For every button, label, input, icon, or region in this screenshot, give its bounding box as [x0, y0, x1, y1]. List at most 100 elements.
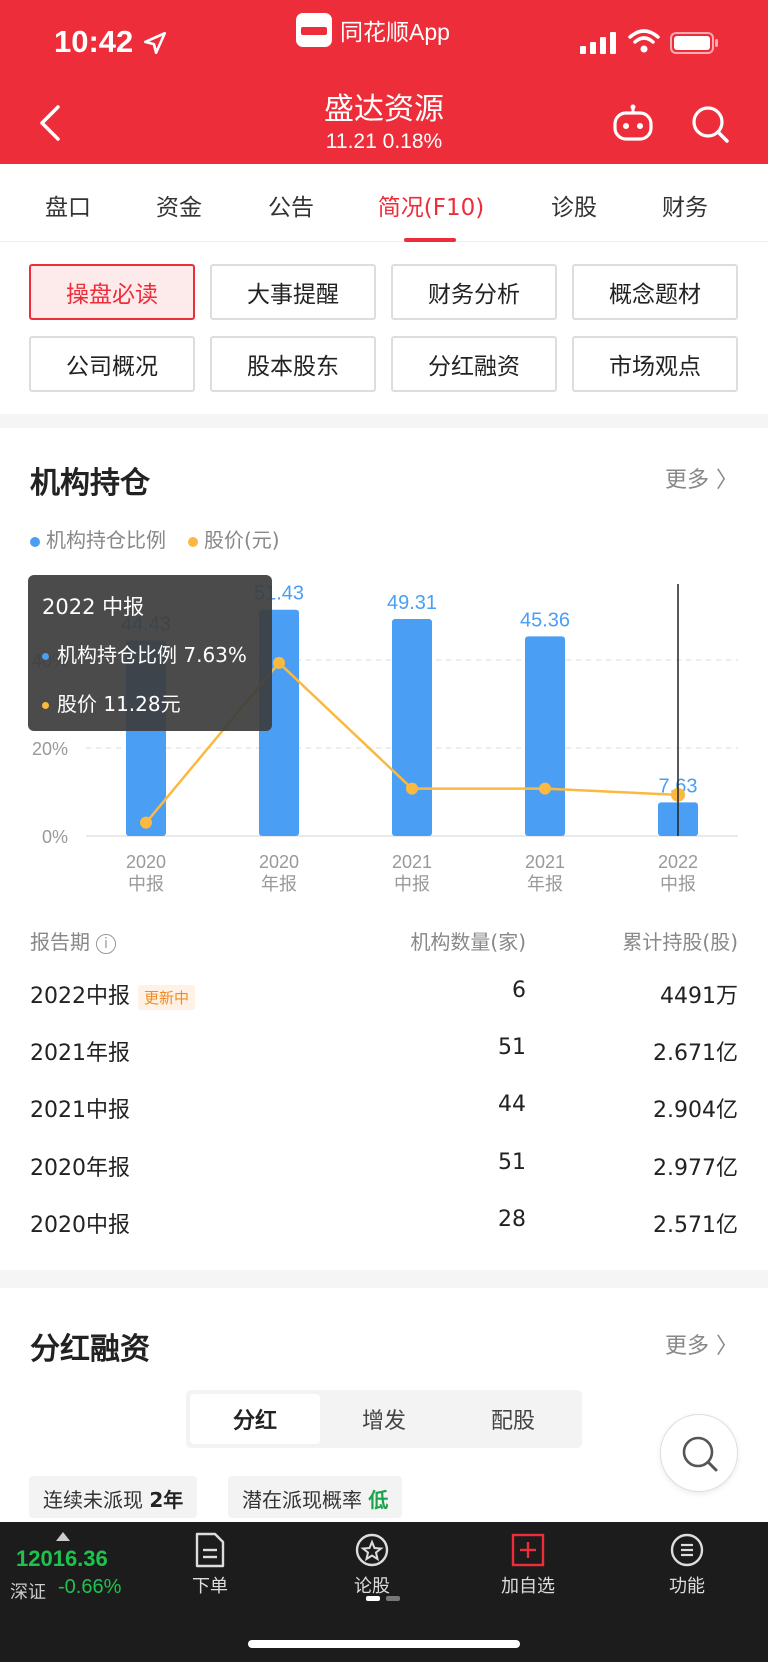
- chip-value: 低: [368, 1488, 389, 1512]
- bottom-nav-bar: 12016.36 深证 -0.66% 下单 论股 加自选 功能: [0, 1522, 768, 1662]
- x-tick-label: 2020: [126, 852, 166, 872]
- btn-event-reminders[interactable]: 大事提醒: [210, 264, 376, 320]
- tooltip-ratio: 机构持仓比例 7.63%: [42, 639, 258, 668]
- segment-dividend[interactable]: 分红: [190, 1394, 320, 1444]
- dividend-financing-section: 分红融资 更多 〉 分红 增发 配股 连续未派现 2年 潜在派现概率 低: [0, 1288, 768, 1522]
- price-subtitle: 11.21 0.18%: [0, 130, 768, 154]
- table-row[interactable]: 2021年报 51 2.671亿: [0, 1025, 768, 1081]
- row-period: 2022中报 更新中: [30, 978, 196, 1010]
- row-period: 2020中报: [30, 1213, 130, 1238]
- period-text: 2022中报: [30, 984, 130, 1009]
- app-name: 同花顺App: [340, 19, 450, 45]
- chip-dividend-probability: 潜在派现概率 低: [228, 1476, 403, 1518]
- tab-handicap[interactable]: 盘口: [45, 195, 91, 221]
- tab-f10-overview[interactable]: 简况(F10): [377, 195, 485, 221]
- btn-concepts[interactable]: 概念题材: [572, 264, 738, 320]
- x-tick-label: 中报: [660, 874, 696, 895]
- legend-ratio: 机构持仓比例: [30, 524, 166, 553]
- price-change: 0.18%: [382, 130, 443, 153]
- btn-shareholders[interactable]: 股本股东: [210, 336, 376, 392]
- document-icon: [195, 1532, 225, 1568]
- legend-ratio-label: 机构持仓比例: [46, 528, 166, 552]
- col-header-period: 报告期 i: [30, 926, 116, 955]
- nav-forum[interactable]: 论股: [327, 1532, 417, 1598]
- bar: [525, 636, 565, 836]
- index-value[interactable]: 12016.36: [16, 1546, 108, 1571]
- app-logo-icon: [296, 13, 332, 47]
- btn-financial-analysis[interactable]: 财务分析: [391, 264, 557, 320]
- tab-finance[interactable]: 财务: [662, 195, 708, 221]
- tooltip-title: 2022 中报: [42, 595, 145, 619]
- index-name: 深证: [10, 1582, 46, 1603]
- x-tick-label: 中报: [128, 874, 164, 895]
- legend-price-label: 股价(元): [204, 528, 280, 552]
- institutional-holdings-section: 机构持仓 更多 〉 机构持仓比例 股价(元) 0%20%40%44.432020…: [0, 428, 768, 1270]
- chart-legend: 机构持仓比例 股价(元): [30, 524, 280, 553]
- current-price: 11.21: [325, 130, 377, 153]
- more-label: 更多: [664, 1334, 709, 1359]
- index-expand-icon[interactable]: [56, 1532, 70, 1541]
- status-time: 10:42: [54, 24, 134, 59]
- x-tick-label: 2021: [392, 852, 432, 872]
- updating-badge: 更新中: [138, 984, 196, 1010]
- y-tick-label: 0%: [42, 827, 68, 847]
- row-shares: 2.904亿: [653, 1098, 738, 1123]
- segment-rights-issue[interactable]: 配股: [490, 1409, 535, 1434]
- tab-diagnosis[interactable]: 诊股: [551, 195, 597, 221]
- floating-search-button[interactable]: [660, 1414, 738, 1492]
- row-count: 51: [498, 1150, 526, 1175]
- location-arrow-icon: [143, 31, 167, 55]
- holdings-more-link[interactable]: 更多 〉: [665, 462, 738, 494]
- row-count: 44: [498, 1092, 526, 1117]
- btn-company-profile[interactable]: 公司概况: [29, 336, 195, 392]
- chip-label: 连续未派现: [43, 1488, 143, 1512]
- btn-dividend-financing[interactable]: 分红融资: [391, 336, 557, 392]
- nav-order[interactable]: 下单: [165, 1532, 255, 1598]
- table-row[interactable]: 2021中报 44 2.904亿: [0, 1082, 768, 1138]
- search-icon[interactable]: [690, 104, 730, 144]
- tooltip-ratio-text: 机构持仓比例 7.63%: [57, 643, 247, 667]
- chart-tooltip: 2022 中报 机构持仓比例 7.63% 股价 11.28元: [28, 575, 272, 731]
- y-tick-label: 20%: [32, 739, 68, 759]
- table-row[interactable]: 2020年报 51 2.977亿: [0, 1140, 768, 1196]
- row-shares: 2.977亿: [653, 1156, 738, 1181]
- nav-label: 论股: [354, 1576, 390, 1597]
- x-tick-label: 2022: [658, 852, 698, 872]
- chip-value: 2年: [149, 1488, 184, 1512]
- bar: [392, 619, 432, 836]
- nav-label: 下单: [192, 1576, 228, 1597]
- tab-funds[interactable]: 资金: [156, 195, 202, 221]
- wifi-icon: [628, 29, 660, 53]
- x-tick-label: 2020: [259, 852, 299, 872]
- table-row[interactable]: 2020中报 28 2.571亿: [0, 1197, 768, 1253]
- chip-label: 潜在派现概率: [242, 1488, 362, 1512]
- page-indicator: [366, 1596, 400, 1601]
- nav-label: 加自选: [501, 1576, 555, 1597]
- nav-functions[interactable]: 功能: [642, 1532, 732, 1598]
- menu-icon: [670, 1533, 704, 1567]
- nav-add-watchlist[interactable]: 加自选: [483, 1532, 573, 1598]
- btn-trading-essentials[interactable]: 操盘必读: [29, 264, 195, 320]
- tooltip-price-text: 股价 11.28元: [57, 692, 181, 716]
- dividend-more-link[interactable]: 更多 〉: [665, 1328, 738, 1360]
- row-shares: 2.671亿: [653, 1041, 738, 1066]
- x-tick-label: 中报: [394, 874, 430, 895]
- price-point: [539, 782, 551, 795]
- price-point: [273, 656, 285, 669]
- nav-label: 功能: [669, 1576, 705, 1597]
- tab-announcements[interactable]: 公告: [268, 195, 314, 221]
- robot-assistant-icon[interactable]: [612, 104, 654, 142]
- btn-market-views[interactable]: 市场观点: [572, 336, 738, 392]
- tooltip-price: 股价 11.28元: [42, 688, 258, 717]
- table-row[interactable]: 2022中报 更新中 6 4491万: [0, 968, 768, 1024]
- info-icon[interactable]: i: [96, 933, 116, 954]
- segment-additional-issue[interactable]: 增发: [361, 1409, 406, 1434]
- x-tick-label: 2021: [525, 852, 565, 872]
- bar-value-label: 49.31: [387, 592, 437, 614]
- app-badge: 同花顺App: [296, 12, 450, 48]
- col-header-shares: 累计持股(股): [622, 930, 738, 954]
- battery-icon: [670, 32, 718, 54]
- back-icon[interactable]: [38, 104, 62, 142]
- col-header-count: 机构数量(家): [410, 930, 526, 954]
- x-tick-label: 年报: [261, 874, 297, 895]
